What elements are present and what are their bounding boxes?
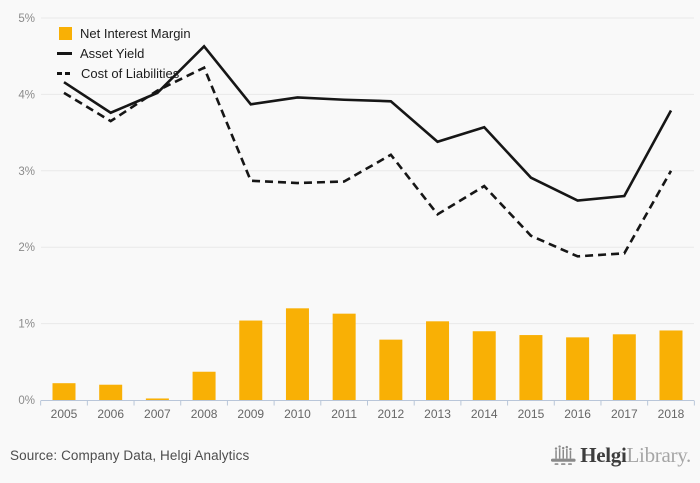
helgi-library-logo: HelgiLibrary.	[551, 442, 691, 468]
y-tick-label: 3%	[18, 166, 35, 178]
chart-legend: Net Interest Margin Asset Yield Cost of …	[57, 25, 191, 81]
cost-of-liabilities-line	[63, 65, 673, 258]
x-tick-label: 2007	[144, 407, 171, 421]
legend-item-cost-of-liabilities: Cost of Liabilities	[57, 65, 191, 81]
y-tick-label: 4%	[18, 89, 35, 101]
bar-2013	[426, 321, 450, 400]
y-tick-label: 0%	[18, 395, 35, 407]
logo-wordmark: HelgiLibrary.	[580, 443, 691, 468]
legend-label: Asset Yield	[80, 45, 145, 61]
y-tick-label: 5%	[18, 13, 35, 25]
bar-2014	[472, 331, 496, 400]
x-tick-label: 2009	[237, 407, 264, 421]
x-tick-label: 2010	[284, 407, 311, 421]
bar-2010	[285, 308, 309, 400]
x-tick-label: 2013	[424, 407, 451, 421]
y-tick-label: 2%	[18, 242, 35, 254]
net-interest-margin-swatch-icon	[59, 26, 72, 40]
x-tick-label: 2014	[471, 407, 498, 421]
logo-text-helgi: Helgi	[580, 442, 627, 467]
x-tick-label: 2008	[191, 407, 218, 421]
bar-2012	[379, 339, 403, 400]
x-tick-label: 2016	[564, 407, 591, 421]
logo-text-library: Library.	[626, 442, 692, 467]
asset-yield-solid-line-swatch-icon	[57, 51, 72, 55]
chart-area: 0% 1% 2% 3% 4% 5% 2005 2006 2007 2008 2009 2010 2011…	[18, 13, 695, 421]
x-tick-label: 2012	[377, 407, 404, 421]
bar-2015	[519, 335, 543, 400]
x-tick-label: 2015	[518, 407, 545, 421]
legend-item-net-interest-margin: Net Interest Margin	[59, 25, 191, 41]
bar-2008	[192, 371, 216, 400]
helgi-library-logo-icon	[551, 445, 576, 465]
source-attribution: Source: Company Data, Helgi Analytics	[10, 448, 250, 463]
bar-2011	[332, 313, 356, 400]
bar-2018	[659, 330, 683, 400]
bar-2005	[52, 383, 76, 400]
cost-of-liabilities-dashed-line-swatch-icon	[57, 71, 73, 75]
asset-yield-line	[63, 44, 673, 202]
legend-item-asset-yield: Asset Yield	[57, 45, 191, 61]
bar-2006	[99, 384, 123, 400]
x-tick-label: 2006	[97, 407, 124, 421]
chart-canvas: 0% 1% 2% 3% 4% 5% 2005 2006 2007 2008 2009 2010 2011…	[18, 13, 695, 421]
x-tick-label: 2011	[331, 407, 357, 421]
bar-2016	[566, 337, 590, 400]
x-tick-label: 2017	[611, 407, 638, 421]
y-tick-label: 1%	[18, 319, 35, 331]
legend-label: Net Interest Margin	[80, 25, 191, 41]
legend-label: Cost of Liabilities	[81, 65, 180, 81]
x-tick-label: 2005	[51, 407, 78, 421]
bar-2017	[612, 334, 636, 400]
x-tick-label: 2018	[658, 407, 685, 421]
bar-2009	[239, 320, 263, 400]
bar-2007	[145, 398, 169, 400]
